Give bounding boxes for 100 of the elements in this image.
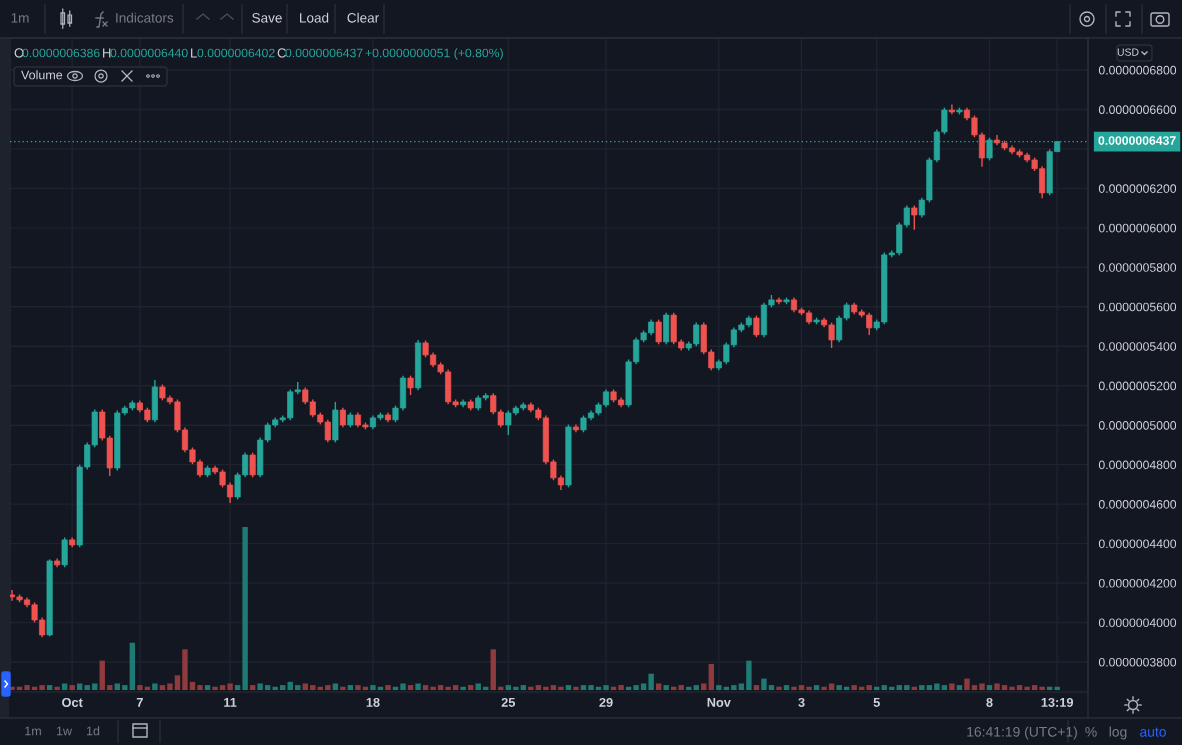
bar — [949, 683, 955, 690]
bar — [986, 685, 993, 690]
text: Clear — [347, 12, 379, 23]
x-tick-label: 7 — [136, 698, 143, 707]
bar — [212, 686, 218, 690]
bar — [287, 681, 293, 690]
bar — [54, 686, 60, 690]
x-tick-label: 11 — [224, 698, 237, 707]
bar — [746, 660, 752, 690]
bar — [919, 685, 925, 690]
bar — [1031, 685, 1038, 690]
bar — [92, 683, 98, 690]
bar — [24, 685, 30, 690]
bar — [114, 683, 120, 690]
bar — [204, 685, 211, 690]
bar — [934, 683, 940, 690]
bar — [866, 685, 872, 690]
bar — [437, 685, 444, 690]
bar — [174, 675, 181, 690]
bar — [813, 685, 820, 690]
bar — [798, 685, 805, 690]
bar — [152, 683, 158, 690]
bar — [956, 685, 963, 690]
annotation: O — [14, 48, 24, 58]
text: log — [1109, 726, 1127, 740]
bar — [821, 686, 827, 690]
bar — [167, 683, 173, 690]
bar — [828, 683, 835, 690]
annotation: 0.0000006440 — [110, 48, 188, 58]
x-tick-label: 5 — [873, 698, 880, 707]
bar — [415, 683, 421, 690]
bar — [107, 685, 113, 690]
bar — [836, 685, 842, 690]
bar — [280, 685, 286, 690]
bar — [1054, 686, 1060, 690]
bar — [197, 685, 203, 690]
x-tick-label: 3 — [798, 697, 805, 707]
bar — [558, 686, 564, 690]
y-tick-label: 0.0000006000 — [1098, 223, 1177, 233]
bar — [776, 686, 782, 690]
bar — [648, 673, 654, 690]
bar — [1039, 686, 1045, 690]
bar — [716, 685, 722, 690]
bar — [806, 686, 812, 690]
bar — [61, 683, 68, 690]
y-tick-label: 0.0000006200 — [1098, 184, 1177, 193]
x-tick-label: Nov — [707, 698, 731, 707]
y-tick-label: 0.0000003800 — [1098, 657, 1177, 667]
bar — [475, 683, 481, 690]
bar — [445, 686, 451, 690]
bar — [701, 683, 707, 690]
bar — [257, 683, 263, 690]
annotation: C — [277, 48, 286, 58]
bar — [422, 685, 429, 690]
bar — [663, 685, 669, 690]
bar — [994, 683, 1000, 690]
bar — [182, 649, 188, 690]
bar — [347, 685, 354, 690]
bar — [550, 685, 557, 690]
bar — [430, 686, 436, 690]
bar — [964, 678, 970, 690]
bar — [264, 685, 271, 690]
bar — [926, 685, 933, 690]
annotation: H — [103, 48, 111, 58]
y-tick-label: 0.0000006600 — [1098, 105, 1177, 114]
bar — [84, 685, 90, 690]
bar — [227, 683, 233, 690]
x-tick-label: 13:19 — [1041, 697, 1074, 707]
bar — [460, 686, 466, 690]
candlestick — [911, 204, 918, 231]
bar — [783, 685, 790, 690]
bar — [159, 685, 166, 690]
x-tick-label: 25 — [501, 697, 516, 707]
bar — [896, 685, 902, 690]
bar — [219, 685, 226, 690]
annotation: 0.0000006437 — [285, 48, 363, 58]
y-tick-label: 0.0000004400 — [1098, 539, 1177, 549]
y-tick-label: 0.0000005400 — [1098, 342, 1177, 351]
bar — [618, 685, 624, 690]
annotation: 0.0000006386 — [22, 48, 100, 58]
bar — [137, 685, 143, 690]
y-tick-label: 0.0000005600 — [1098, 302, 1177, 312]
y-tick-label: 0.0000006800 — [1098, 65, 1177, 75]
y-tick-label: 0.0000004600 — [1098, 500, 1177, 509]
bar — [904, 685, 910, 690]
bar — [99, 660, 105, 690]
text: 1m — [11, 13, 29, 23]
candlestick — [753, 314, 760, 338]
text: Load — [300, 12, 329, 23]
text: 1d — [87, 726, 100, 736]
bar — [971, 685, 978, 690]
bar — [302, 683, 308, 690]
bar — [535, 685, 542, 690]
bar — [640, 683, 647, 690]
bar — [1001, 685, 1008, 690]
bar — [505, 685, 511, 690]
bar — [122, 685, 128, 690]
bar — [633, 685, 639, 690]
bar — [385, 685, 391, 690]
text: Indicators — [116, 12, 174, 23]
